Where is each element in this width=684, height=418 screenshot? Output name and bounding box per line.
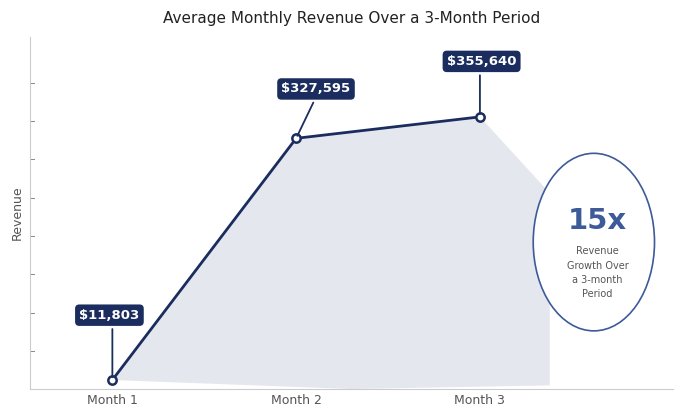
Text: $327,595: $327,595 [281, 82, 351, 95]
Text: $11,803: $11,803 [79, 308, 140, 322]
Text: $355,640: $355,640 [447, 55, 516, 68]
Y-axis label: Revenue: Revenue [11, 186, 24, 240]
Ellipse shape [534, 153, 655, 331]
Title: Average Monthly Revenue Over a 3-Month Period: Average Monthly Revenue Over a 3-Month P… [163, 11, 540, 26]
Text: Revenue
Growth Over
a 3-month
Period: Revenue Growth Over a 3-month Period [566, 246, 629, 299]
Text: 15x: 15x [568, 206, 627, 234]
Polygon shape [112, 117, 550, 389]
